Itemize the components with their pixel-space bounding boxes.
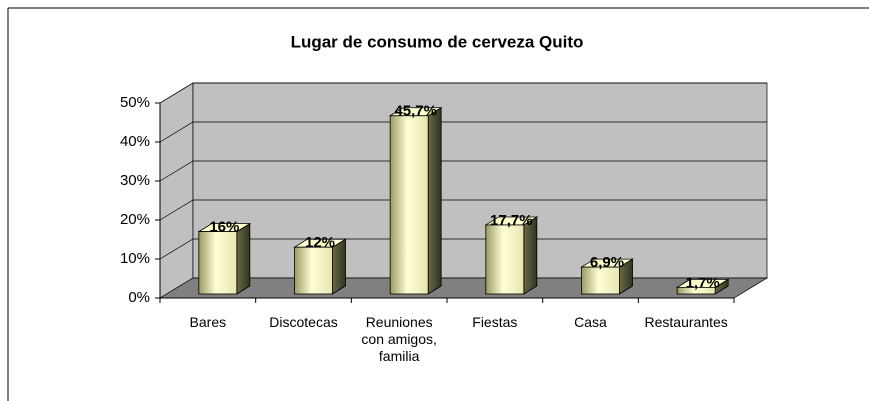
grid-line xyxy=(159,160,767,182)
x-tick-label: Fiestas xyxy=(472,314,518,330)
x-tick-label: Bares xyxy=(189,314,227,330)
y-tick-label: 20% xyxy=(120,211,150,228)
value-label: 45,7% xyxy=(394,103,437,120)
bar-front xyxy=(485,224,525,295)
value-label: 12% xyxy=(305,234,335,251)
y-tick-label: 0% xyxy=(128,289,150,306)
y-tick-label: 30% xyxy=(120,172,150,189)
bar xyxy=(484,216,539,295)
bar xyxy=(580,258,634,295)
x-tick-label: Restaurantes xyxy=(644,314,728,330)
bar xyxy=(675,278,730,295)
x-tick-label: Casa xyxy=(574,314,607,330)
y-tick-label: 10% xyxy=(120,250,150,267)
bar xyxy=(197,222,252,295)
chart-title: Lugar de consumo de cerveza Quito xyxy=(291,32,584,51)
bar-side xyxy=(427,107,442,295)
floor xyxy=(158,277,769,299)
side-wall xyxy=(159,82,194,299)
grid-line xyxy=(159,238,767,260)
bar-front xyxy=(294,246,333,295)
bar-front xyxy=(389,115,429,295)
grid-line xyxy=(159,82,767,104)
value-label: 1,7% xyxy=(686,274,720,291)
x-tick-label: Reuniones con amigos, familia xyxy=(361,314,437,364)
bar-front xyxy=(198,231,238,295)
y-tick-label: 40% xyxy=(120,133,150,150)
grid-line xyxy=(159,199,767,221)
x-tick-label: Discotecas xyxy=(269,314,338,330)
grid-line xyxy=(159,121,767,143)
value-label: 6,9% xyxy=(590,254,624,271)
value-label: 17,7% xyxy=(490,212,533,229)
bar xyxy=(388,107,443,295)
bar xyxy=(293,238,347,295)
bar-front xyxy=(581,266,620,295)
back-wall xyxy=(192,82,768,279)
value-label: 16% xyxy=(209,219,239,236)
y-tick-label: 50% xyxy=(120,94,150,111)
bar-front xyxy=(676,286,716,295)
